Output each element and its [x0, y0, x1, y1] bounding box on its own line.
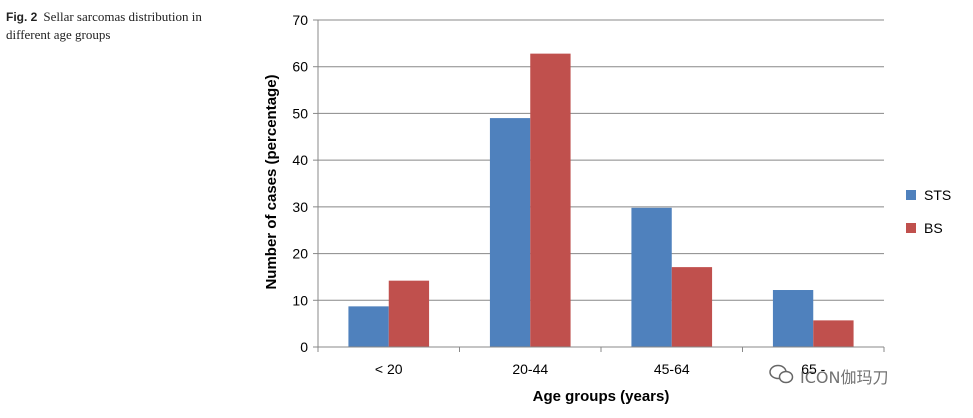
gridlines: [318, 19, 884, 301]
y-axis-title: Number of cases (percentage): [263, 74, 280, 289]
bar-sts-0: [348, 306, 389, 347]
x-tick-label: 20-44: [512, 361, 548, 377]
watermark-text: ICON伽玛刀: [800, 368, 888, 387]
bar-sts-2: [631, 207, 672, 347]
axes: [313, 19, 885, 352]
bar-bs-1: [530, 53, 571, 348]
figure-label: Fig. 2: [6, 10, 38, 24]
y-tick-labels: 0 10 20 30 40 50 60 70: [292, 12, 308, 355]
bars: [348, 53, 854, 348]
legend: STS BS: [906, 187, 951, 236]
legend-label-bs: BS: [924, 220, 943, 236]
bar-sts-3: [772, 290, 814, 347]
x-tick-label: < 20: [375, 361, 403, 377]
bar-bs-2: [671, 267, 713, 347]
legend-swatch-bs: [906, 223, 916, 233]
y-tick-label: 30: [292, 199, 308, 215]
bar-sts-1: [489, 118, 531, 347]
x-axis-title: Age groups (years): [533, 388, 670, 405]
y-tick-label: 10: [292, 292, 308, 308]
x-tick-label: 65 -: [801, 361, 825, 377]
watermark: ICON伽玛刀: [769, 364, 888, 387]
legend-label-sts: STS: [924, 187, 951, 203]
bar-bs-0: [388, 280, 430, 347]
bar-bs-3: [813, 320, 854, 347]
wechat-icon: [769, 364, 794, 384]
legend-swatch-sts: [906, 190, 916, 200]
y-tick-label: 20: [292, 246, 308, 262]
figure-caption-text: Sellar sarcomas distribution in differen…: [6, 9, 202, 42]
x-tick-labels: < 20 20-44 45-64 65 -: [375, 361, 826, 377]
x-tick-label: 45-64: [654, 361, 690, 377]
y-tick-label: 40: [292, 152, 308, 168]
figure-caption: Fig. 2 Sellar sarcomas distribution in di…: [6, 8, 226, 43]
y-tick-label: 70: [292, 12, 308, 28]
y-tick-label: 50: [292, 105, 308, 121]
y-tick-label: 0: [300, 339, 308, 355]
y-tick-label: 60: [292, 59, 308, 75]
